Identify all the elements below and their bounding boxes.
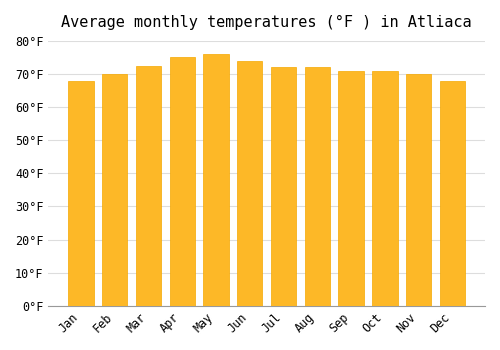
Bar — [102, 74, 128, 306]
Bar — [304, 68, 330, 306]
Bar — [68, 80, 94, 306]
Bar — [204, 54, 229, 306]
Bar — [406, 74, 431, 306]
Bar — [440, 80, 465, 306]
Bar — [271, 68, 296, 306]
Bar — [170, 57, 195, 306]
Bar — [237, 61, 262, 306]
Title: Average monthly temperatures (°F ) in Atliaca: Average monthly temperatures (°F ) in At… — [62, 15, 472, 30]
Bar — [372, 71, 398, 306]
Bar — [136, 66, 161, 306]
Bar — [338, 71, 364, 306]
